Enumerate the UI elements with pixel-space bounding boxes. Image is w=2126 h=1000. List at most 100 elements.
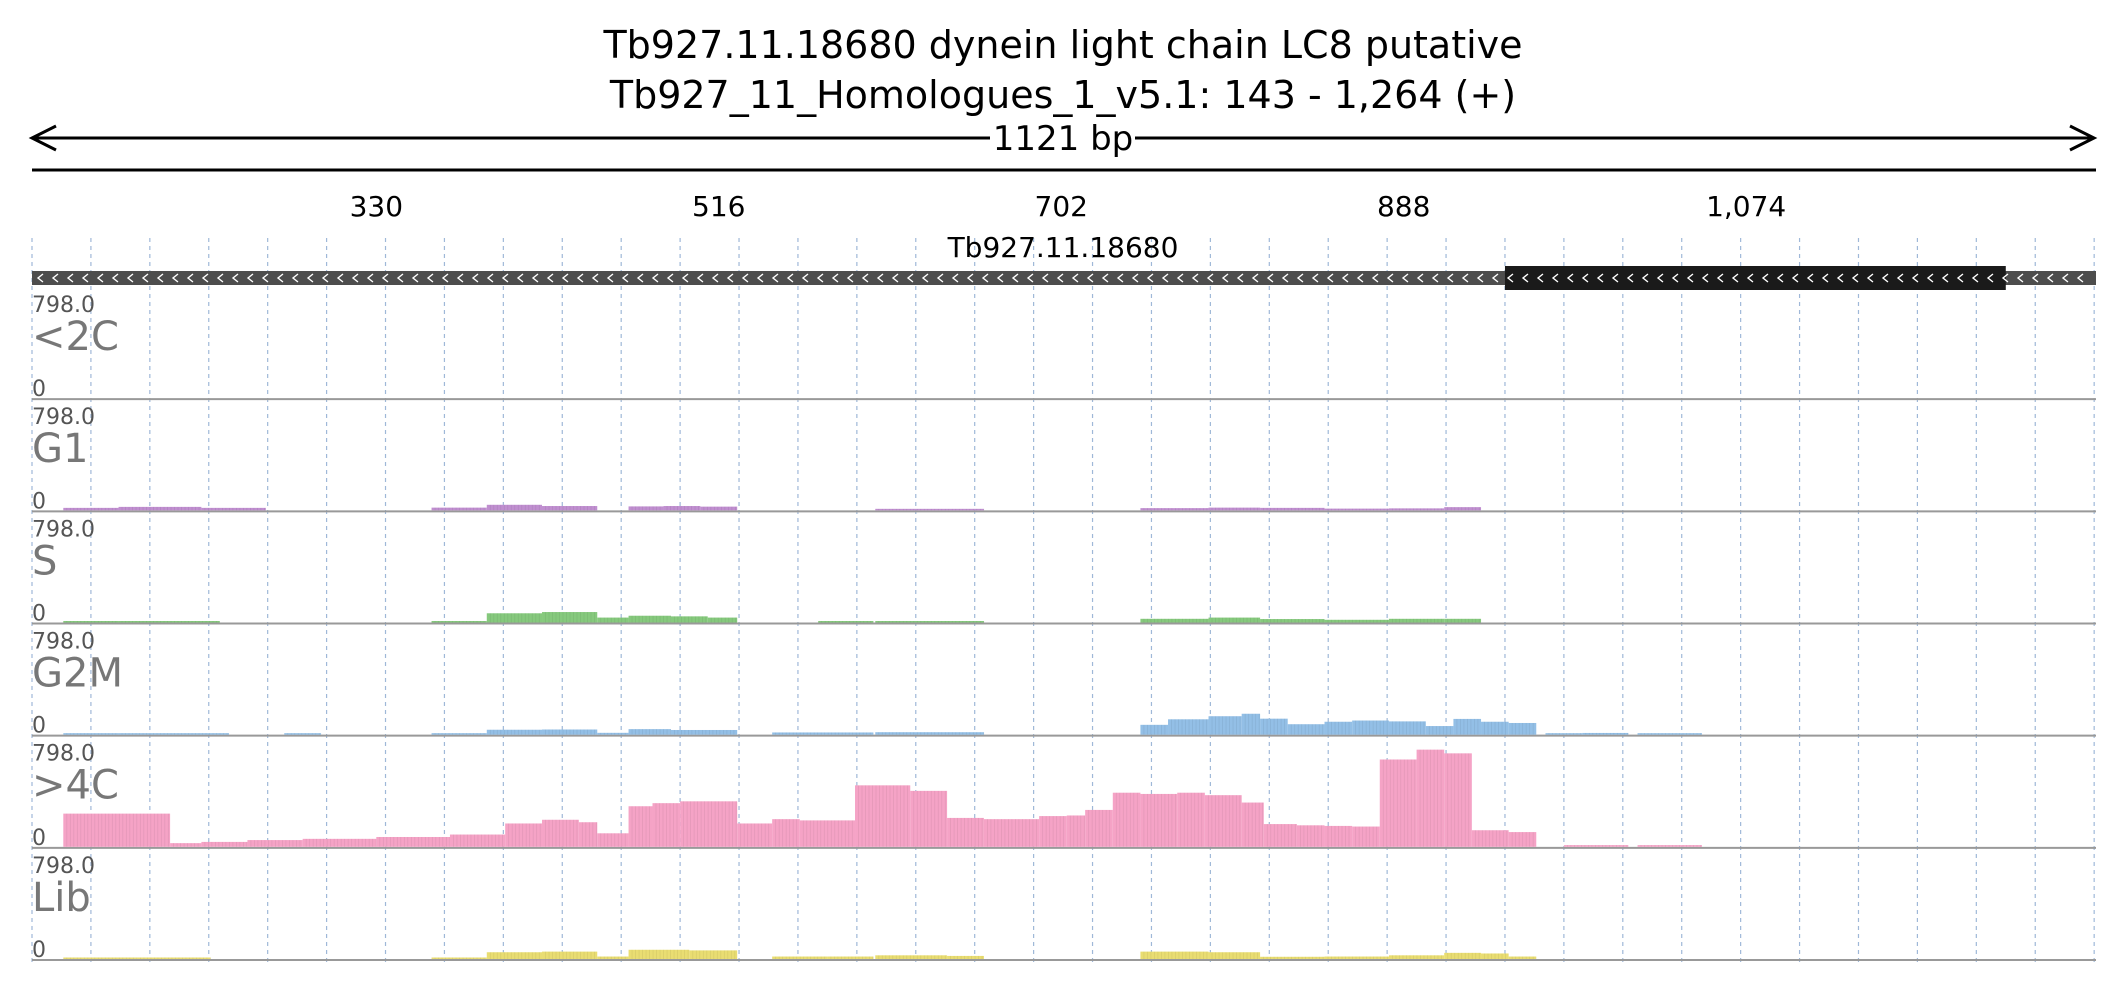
strand-arrow [2061, 273, 2069, 283]
strand-arrow [1956, 273, 1964, 283]
strand-arrow [336, 273, 344, 283]
coverage-bar [63, 621, 119, 623]
strand-arrow [906, 273, 914, 283]
coordinate-ticks: 330 516 702 888 1,074 [350, 190, 1787, 223]
track-ymin-label: 0 [32, 489, 46, 514]
coverage-bar [1471, 830, 1509, 847]
strand-arrow [261, 273, 269, 283]
strand-arrow [1896, 273, 1904, 283]
strand-arrow [1656, 273, 1664, 283]
x-tick-label: 516 [692, 190, 745, 223]
strand-arrow [1191, 273, 1199, 283]
strand-arrow [1851, 273, 1859, 283]
coverage-tracks: 798.0<2C0798.0G10798.0S0798.0G2M0798.0>4… [32, 293, 2096, 963]
coverage-bar [1637, 845, 1702, 847]
coverage-bar [1260, 619, 1325, 623]
strand-arrow [426, 273, 434, 283]
strand-arrow [1086, 273, 1094, 283]
coverage-bar [1287, 724, 1325, 735]
coverage-bar [597, 833, 629, 847]
coverage-bar [1066, 815, 1086, 847]
track-ymax-label: 798.0 [32, 517, 95, 542]
coverage-bar [247, 840, 303, 847]
track-ymax-label: 798.0 [32, 405, 95, 430]
coverage-bar [1140, 793, 1178, 847]
coverage-bar [670, 616, 708, 623]
strand-arrow [1971, 273, 1979, 283]
coverage-bar [1208, 507, 1261, 511]
strand-arrow [1131, 273, 1139, 283]
strand-arrow [321, 273, 329, 283]
strand-arrow [1761, 273, 1769, 283]
strand-arrow [381, 273, 389, 283]
strand-arrow [1011, 273, 1019, 283]
strand-arrow [1596, 273, 1604, 283]
coverage-bar [628, 615, 671, 623]
coverage-bar [1112, 792, 1141, 847]
strand-arrow [1581, 273, 1589, 283]
strand-arrow [1386, 273, 1394, 283]
strand-arrow [1881, 273, 1889, 283]
strand-arrow [366, 273, 374, 283]
coverage-bar [505, 823, 543, 847]
coverage-bar [201, 507, 266, 511]
strand-arrow [1236, 273, 1244, 283]
strand-arrow [561, 273, 569, 283]
strand-arrow [876, 273, 884, 283]
coverage-bar [431, 733, 487, 735]
coverage-bar [983, 819, 1040, 847]
strand-arrow [291, 273, 299, 283]
coverage-bar [302, 838, 377, 847]
coverage-bar [875, 508, 984, 511]
strand-arrow [1146, 273, 1154, 283]
coverage-bar [680, 801, 738, 847]
strand-arrow [1641, 273, 1649, 283]
strand-arrow [816, 273, 824, 283]
coverage-bar [1563, 845, 1629, 847]
track-ymax-label: 798.0 [32, 742, 95, 767]
coverage-bar [1260, 507, 1325, 511]
strand-arrow [546, 273, 554, 283]
track-ymin-label: 0 [32, 938, 46, 963]
coverage-bar [670, 729, 738, 735]
strand-arrow [1281, 273, 1289, 283]
strand-arrow [516, 273, 524, 283]
coverage-bar [1168, 719, 1209, 735]
coverage-bar [63, 733, 119, 735]
coverage-bar [1039, 816, 1067, 847]
coverage-bar [1545, 733, 1583, 735]
coverage-bar [118, 733, 230, 735]
strand-arrow [1431, 273, 1439, 283]
coverage-bar [201, 841, 248, 847]
gene-coding-block [1504, 266, 2006, 290]
strand-arrow [966, 273, 974, 283]
coverage-bar [700, 506, 738, 511]
gridlines [31, 238, 2095, 965]
strand-arrow [1371, 273, 1379, 283]
coverage-bar [1241, 802, 1264, 847]
coverage-bar [431, 507, 487, 511]
strand-arrow [801, 273, 809, 283]
strand-arrow [1686, 273, 1694, 283]
coverage-bar [1388, 618, 1445, 623]
coverage-bar [1508, 722, 1537, 735]
strand-arrow [1521, 273, 1529, 283]
coverage-bar [1324, 721, 1353, 735]
coverage-bar [707, 617, 738, 623]
strand-arrow [921, 273, 929, 283]
strand-arrow [1461, 273, 1469, 283]
strand-arrow [1716, 273, 1724, 283]
strand-arrow [681, 273, 689, 283]
strand-arrow [501, 273, 509, 283]
coverage-bar [772, 819, 800, 847]
coverage-bar [597, 732, 629, 735]
coverage-bar [1379, 759, 1417, 847]
strand-arrow [741, 273, 749, 283]
strand-arrow [1026, 273, 1034, 283]
strand-arrow [141, 273, 149, 283]
x-tick-label: 702 [1035, 190, 1088, 223]
coverage-bar [737, 823, 773, 847]
coverage-bar [63, 507, 119, 511]
strand-arrow [996, 273, 1004, 283]
coverage-bar [1481, 953, 1509, 959]
